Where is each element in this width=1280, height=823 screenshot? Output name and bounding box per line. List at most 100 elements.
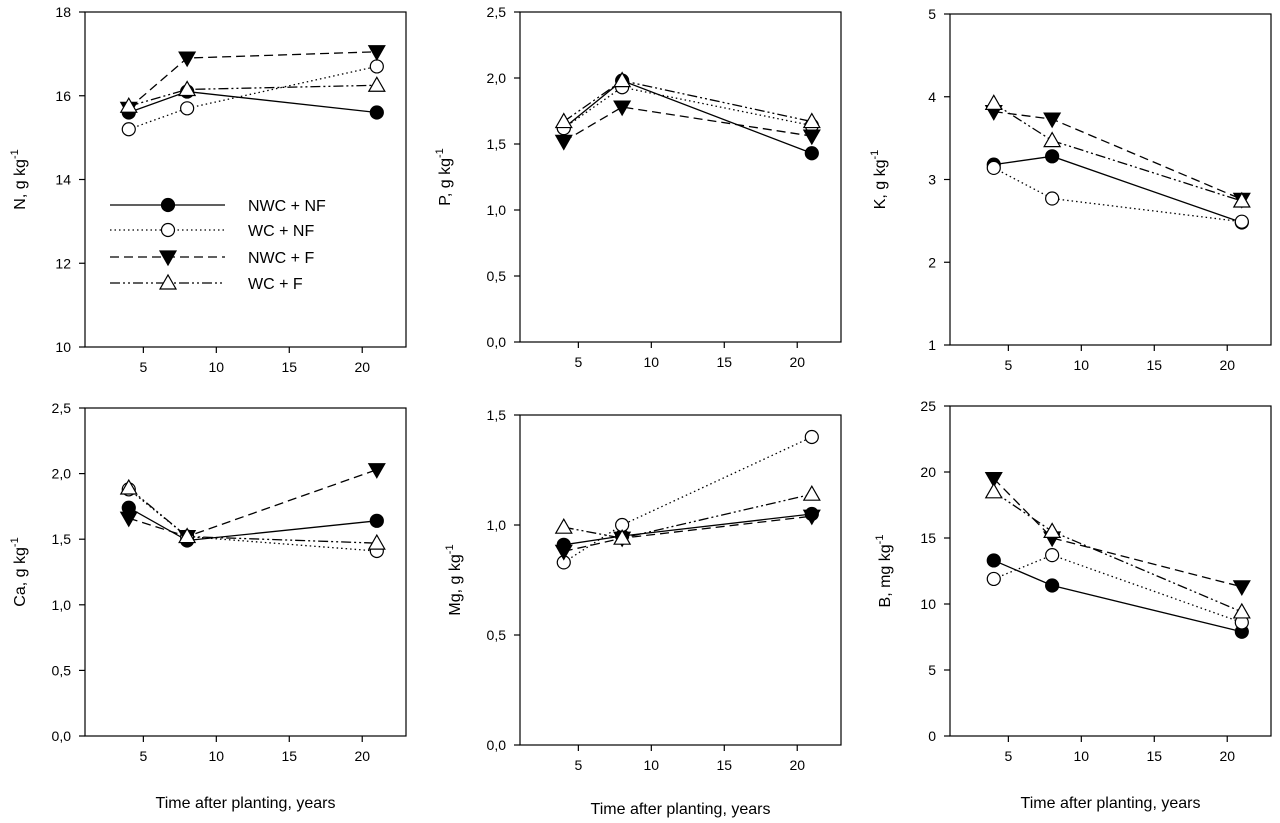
y-tick-label: 3: [928, 172, 936, 188]
data-point-series-3: [1043, 112, 1062, 129]
x-tick-label: 15: [281, 748, 297, 764]
data-point-series-4: [367, 76, 386, 92]
y-tick-label: 0,5: [52, 662, 72, 678]
data-point-series-4: [613, 528, 632, 545]
data-point-series-4: [178, 527, 197, 544]
y-tick-label: 1,5: [52, 531, 72, 547]
data-point-series-1: [986, 553, 1001, 568]
data-point-series-3: [1232, 580, 1251, 597]
y-axis-title-superscript: -1: [9, 537, 21, 547]
x-tick-label: 10: [209, 748, 225, 764]
plot-frame: [949, 13, 1272, 346]
series-line-4: [128, 487, 377, 544]
chart-panel-5: 0,0 0,5 1,0 1,5 5 10 15 20 Mg, g kg-1 Time after …: [444, 407, 842, 818]
y-tick-label: 1,0: [487, 517, 507, 533]
data-point-series-4: [613, 71, 632, 88]
y-tick-label: 5: [928, 6, 936, 22]
data-point-series-3: [119, 511, 138, 528]
x-tick-label: 15: [716, 757, 732, 773]
plot-frame: [84, 11, 407, 348]
y-tick-label: 1,0: [52, 597, 72, 613]
series-line-3: [993, 111, 1243, 200]
x-axis-title: Time after planting, years: [591, 801, 771, 818]
y-axis-title-superscript: -1: [869, 150, 881, 160]
x-tick-label: 10: [209, 359, 225, 375]
y-tick-label: 16: [55, 88, 71, 104]
data-point-series-4: [984, 482, 1003, 499]
data-point-series-3: [802, 509, 821, 526]
y-tick-label: 10: [920, 596, 936, 612]
y-tick-label: 25: [920, 398, 936, 414]
y-axis-title-text: N, g kg: [12, 159, 29, 210]
x-tick-label: 20: [789, 354, 805, 370]
y-tick-label: 0,0: [487, 737, 507, 753]
data-point-series-2: [1045, 191, 1060, 206]
legend-label-2: WC + NF: [248, 223, 314, 240]
data-point-series-3: [802, 129, 821, 146]
y-tick-label: 0,5: [487, 268, 507, 284]
data-point-series-3: [367, 45, 386, 61]
data-point-series-3: [178, 51, 197, 68]
series-line-4: [993, 102, 1243, 202]
legend-marker-2: [160, 222, 176, 238]
series-line-4: [993, 491, 1243, 613]
y-tick-label: 2,0: [52, 466, 72, 482]
chart-panel-1: 10 12 14 16 18 5 10 15 20 N, g kg-1 NWC + NF WC + N…: [9, 4, 407, 375]
series-line-2: [128, 488, 377, 552]
data-point-series-4: [119, 478, 138, 495]
x-tick-label: 5: [1004, 357, 1012, 373]
data-point-series-2: [1234, 214, 1249, 229]
legend-marker-3: [158, 250, 178, 267]
legend-marker-1: [160, 197, 176, 213]
x-tick-label: 20: [789, 757, 805, 773]
series-line-4: [128, 84, 377, 107]
legend: NWC + NF WC + NF NWC + F WC + F: [110, 197, 326, 293]
y-axis-title: B, mg kg-1: [874, 535, 894, 608]
data-point-series-1: [804, 146, 819, 161]
y-tick-label: 12: [55, 255, 71, 271]
y-tick-label: 0,0: [487, 334, 507, 350]
x-tick-label: 10: [1074, 748, 1090, 764]
x-tick-label: 10: [644, 354, 660, 370]
data-point-series-4: [554, 112, 573, 129]
y-tick-label: 14: [55, 172, 71, 188]
data-point-series-1: [369, 105, 384, 120]
data-point-series-4: [1232, 602, 1251, 619]
data-point-series-4: [119, 97, 138, 113]
y-tick-label: 2,5: [487, 4, 507, 20]
chart-panel-2: 0,0 0,5 1,0 1,5 2,0 2,5 5 10 15 20 P, g kg-1: [434, 4, 842, 370]
data-point-series-4: [802, 112, 821, 129]
y-tick-label: 5: [928, 662, 936, 678]
y-axis-title-superscript: -1: [9, 149, 21, 159]
y-tick-label: 1,0: [487, 202, 507, 218]
y-tick-label: 0: [928, 728, 936, 744]
series-line-4: [563, 79, 812, 123]
y-axis-title: Ca, g kg-1: [9, 537, 29, 606]
x-tick-label: 20: [354, 748, 370, 764]
y-axis-title-superscript: -1: [434, 148, 446, 158]
data-point-series-4: [802, 484, 821, 501]
y-tick-label: 0,5: [487, 627, 507, 643]
series-line-2: [993, 167, 1242, 223]
y-axis-title-text: P, g kg: [437, 158, 454, 206]
y-tick-label: 2,5: [52, 400, 72, 416]
data-point-series-3: [367, 463, 386, 479]
y-axis-title: K, g kg-1: [869, 150, 889, 210]
data-point-series-4: [1232, 191, 1251, 208]
plot-frame: [519, 11, 842, 343]
data-point-series-4: [984, 94, 1003, 110]
data-point-series-2: [986, 160, 1001, 176]
y-tick-label: 15: [920, 530, 936, 546]
series-line-3: [563, 106, 812, 142]
data-point-series-1: [1045, 578, 1060, 593]
x-tick-label: 5: [139, 359, 147, 375]
y-tick-label: 4: [928, 89, 936, 105]
data-point-series-2: [804, 429, 819, 445]
x-tick-label: 10: [644, 757, 660, 773]
series-line-1: [128, 507, 377, 542]
y-tick-label: 2,0: [487, 70, 507, 86]
y-tick-label: 10: [55, 339, 71, 355]
series-line-2: [563, 436, 813, 563]
plot-frame: [949, 405, 1272, 737]
